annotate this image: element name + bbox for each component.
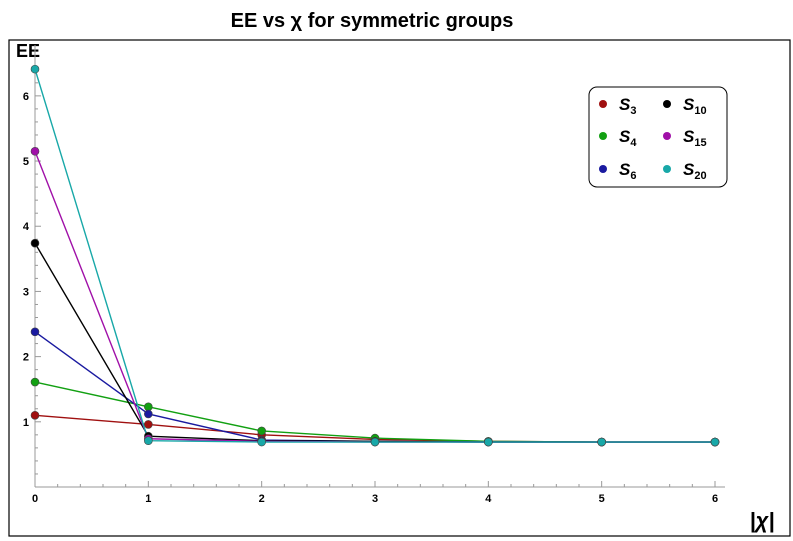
x-tick-label: 2 — [259, 493, 265, 505]
plot-frame — [8, 39, 791, 537]
x-axis-label: |χ| — [749, 508, 774, 533]
data-point-S4 — [144, 402, 153, 412]
legend-box — [588, 86, 728, 188]
data-point-S20 — [370, 437, 380, 447]
x-tick-label: 5 — [599, 493, 605, 505]
data-point-S20 — [484, 437, 493, 447]
data-point-S10 — [30, 238, 40, 248]
chart-title: EE vs χ for symmetric groups — [231, 10, 514, 32]
legend-marker-S6 — [599, 165, 607, 173]
data-point-S6 — [144, 409, 153, 419]
series-line-S6 — [34, 331, 715, 443]
y-tick-label: 3 — [23, 286, 29, 298]
y-tick-label: 2 — [23, 352, 29, 364]
y-tick-label: 5 — [23, 156, 29, 168]
x-tick-label: 6 — [712, 493, 718, 505]
y-tick-label: 4 — [23, 221, 30, 233]
series-line-S10 — [34, 242, 715, 443]
y-tick-label: 1 — [23, 417, 29, 429]
data-point-S3 — [144, 420, 153, 429]
data-point-S4 — [30, 377, 40, 387]
series-points — [30, 64, 720, 447]
legend-marker-S20 — [663, 165, 671, 173]
data-point-S20 — [257, 437, 266, 447]
series-line-S4 — [34, 381, 715, 443]
data-point-S20 — [597, 437, 606, 447]
data-point-S20 — [710, 437, 720, 447]
legend-marker-S10 — [663, 100, 671, 108]
legend-marker-S4 — [599, 132, 607, 140]
data-point-S3 — [30, 410, 40, 420]
data-point-S4 — [257, 426, 266, 436]
data-point-S15 — [30, 146, 40, 156]
data-point-S20 — [30, 64, 40, 74]
series-line-S15 — [34, 151, 715, 443]
x-tick-label: 3 — [372, 493, 378, 505]
legend-marker-S3 — [599, 100, 607, 108]
y-axis-label: EE — [16, 41, 40, 61]
x-tick-label: 4 — [485, 493, 492, 505]
legend-marker-S15 — [663, 132, 671, 140]
x-tick-label: 0 — [32, 493, 38, 505]
data-point-S6 — [30, 327, 40, 337]
x-tick-label: 1 — [145, 493, 151, 505]
data-point-S20 — [144, 436, 153, 446]
y-tick-label: 6 — [23, 91, 29, 103]
